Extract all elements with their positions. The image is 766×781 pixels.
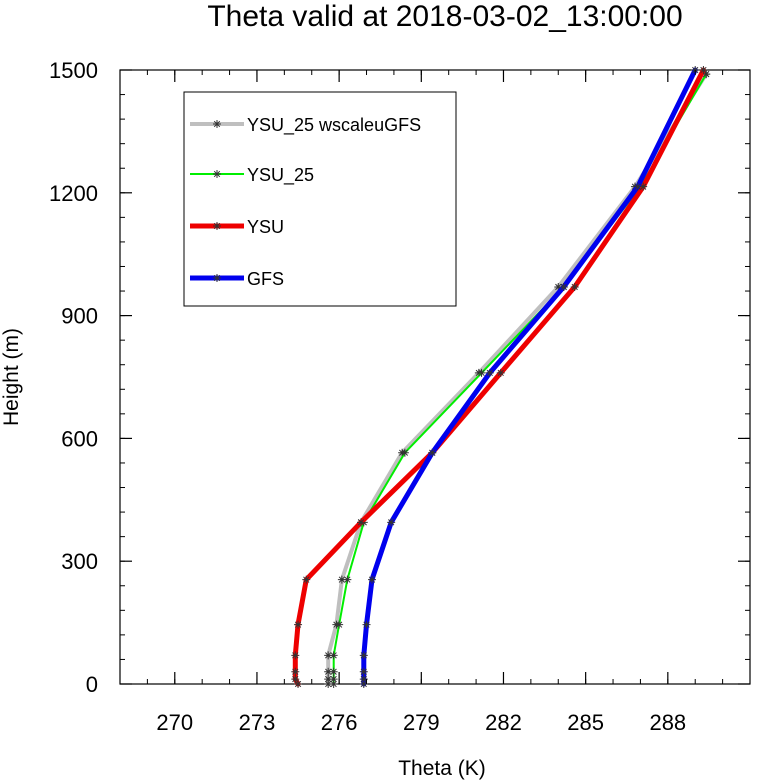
legend-entry: YSU_25 <box>190 165 314 186</box>
data-point-marker <box>639 182 648 191</box>
y-tick-label: 1200 <box>49 181 98 206</box>
y-tick-label: 300 <box>61 549 98 574</box>
data-point-marker <box>302 575 311 584</box>
data-point-marker <box>570 282 579 291</box>
legend-box <box>183 91 457 307</box>
data-point-marker <box>291 675 300 684</box>
x-tick-label: 276 <box>321 710 358 735</box>
x-tick-label: 288 <box>649 710 686 735</box>
data-point-marker <box>559 282 568 291</box>
chart-title: Theta valid at 2018-03-02_13:00:00 <box>207 0 682 33</box>
data-point-marker <box>702 70 711 79</box>
x-tick-label: 282 <box>485 710 522 735</box>
legend-marker <box>213 222 221 230</box>
y-axis-ticks: 0 300 600 900 1200 1500 <box>49 58 750 697</box>
legend: YSU_25 wscaleuGFS YSU_25 YSU GFS <box>183 91 457 307</box>
x-tick-label: 270 <box>156 710 193 735</box>
data-point-marker <box>324 667 333 676</box>
data-point-marker <box>324 675 333 684</box>
y-tick-label: 0 <box>86 672 98 697</box>
data-point-marker <box>362 620 371 629</box>
data-point-marker <box>329 667 338 676</box>
legend-marker <box>213 274 221 282</box>
x-tick-label: 279 <box>403 710 440 735</box>
plot-frame <box>119 69 751 685</box>
legend-marker <box>213 170 221 178</box>
data-point-marker <box>359 680 368 688</box>
legend-label: YSU_25 <box>247 165 314 186</box>
plot-area <box>119 66 751 688</box>
y-axis-label: Height (m) <box>0 328 23 426</box>
data-point-marker <box>337 575 346 584</box>
data-point-marker <box>359 675 368 684</box>
x-tick-label: 285 <box>567 710 604 735</box>
data-point-marker <box>633 182 642 191</box>
data-point-marker <box>477 368 486 377</box>
data-point-marker <box>496 368 505 377</box>
x-axis-ticks: 270 273 276 279 282 285 288 <box>119 70 751 735</box>
data-point-marker <box>357 518 366 527</box>
data-point-marker <box>294 680 303 688</box>
data-point-marker <box>291 651 300 660</box>
legend-marker <box>213 120 221 128</box>
data-point-marker <box>329 651 338 660</box>
data-point-marker <box>368 575 376 584</box>
legend-label: YSU <box>247 217 284 237</box>
data-point-marker <box>324 680 333 688</box>
legend-label: YSU_25 wscaleuGFS <box>247 115 421 136</box>
data-point-marker <box>485 368 494 377</box>
data-point-marker <box>324 651 333 660</box>
y-tick-label: 600 <box>61 426 98 451</box>
data-point-marker <box>400 448 409 457</box>
y-tick-label: 1500 <box>49 58 98 83</box>
legend-entry: YSU_25 wscaleuGFS <box>190 115 421 136</box>
data-point-marker <box>329 675 338 684</box>
x-tick-label: 273 <box>239 710 276 735</box>
data-point-marker <box>329 680 338 688</box>
x-axis-label: Theta (K) <box>398 757 486 780</box>
data-point-marker <box>291 667 300 676</box>
data-point-marker <box>554 282 563 291</box>
data-point-marker <box>699 66 708 74</box>
data-point-marker <box>428 448 437 457</box>
data-point-marker <box>294 620 303 629</box>
legend-entry: GFS <box>190 269 284 289</box>
legend-entry: YSU <box>190 217 284 237</box>
legend-label: GFS <box>247 269 284 289</box>
data-point-marker <box>335 620 344 629</box>
data-point-marker <box>387 518 396 527</box>
data-point-marker <box>359 667 368 676</box>
y-tick-label: 900 <box>61 304 98 329</box>
data-point-marker <box>343 575 352 584</box>
data-point-marker <box>359 651 368 660</box>
